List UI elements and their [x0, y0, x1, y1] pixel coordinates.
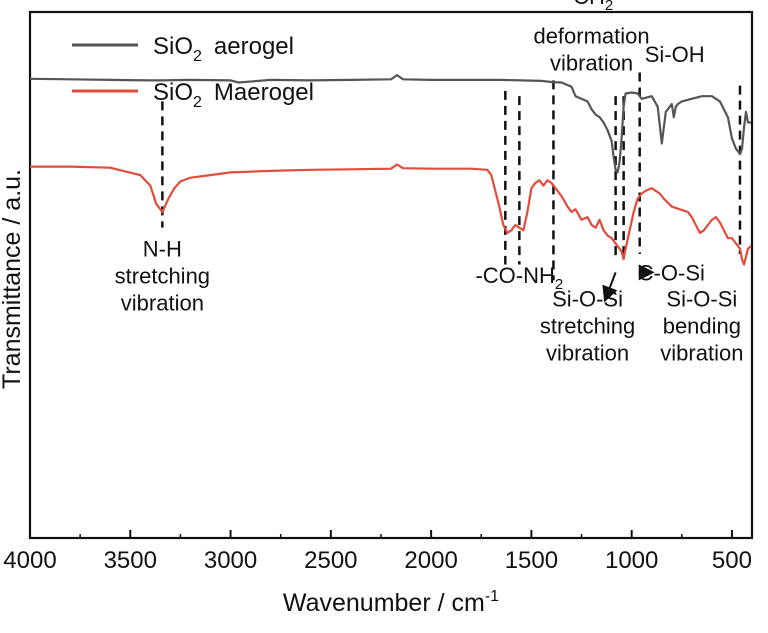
legend-label-main: SiO: [153, 33, 193, 60]
annotation-nh-line: N-H: [143, 237, 182, 262]
x-tick-label: 3500: [104, 547, 157, 574]
annotation-sioSi_str-line: vibration: [546, 341, 629, 366]
plot-frame: [28, 10, 754, 540]
legend-label-rest: Maerogel: [214, 79, 314, 106]
x-tick-label: 500: [712, 547, 752, 574]
x-tick-label: 2500: [304, 547, 357, 574]
dashed-markers: [161, 72, 742, 281]
x-tick-label: 3000: [204, 547, 257, 574]
x-axis-title-sup: -1: [485, 588, 499, 605]
annotation-ch2_b-line: deformation: [533, 24, 649, 49]
annotation-conh2-sub: 2: [555, 276, 563, 293]
y-axis-title: Transmittance / a.u.: [0, 169, 26, 389]
plot-area: [28, 10, 754, 540]
legend-label-sub: 2: [193, 94, 202, 111]
annotation-conh2-text: -CO-NH: [475, 263, 554, 288]
legend-label-1: SiO2 Maerogel: [153, 79, 314, 111]
x-tick-label: 1000: [605, 547, 658, 574]
annotation-conh2: -CO-NH2: [475, 263, 563, 293]
annotation-sioSi_str-line: Si-O-Si: [552, 287, 623, 312]
annotation-nh-line: vibration: [121, 291, 204, 316]
series-lines: [29, 74, 752, 266]
x-axis-title-text: Wavenumber / cm: [283, 589, 485, 617]
legend-label-main: SiO: [153, 79, 193, 106]
annotation-sioSi_bend-line: bending: [663, 314, 741, 339]
annotations: N-Hstretchingvibration-CO-NH2Si-O-Sistre…: [115, 0, 744, 366]
legend-label-0: SiO2 aerogel: [153, 33, 294, 65]
x-tick-label: 1500: [505, 547, 558, 574]
x-tick-label: 4000: [3, 547, 56, 574]
annotation-ch2_b-line: vibration: [550, 51, 633, 76]
annotation-ch2-sub: 2: [605, 0, 613, 14]
annotation-nh-line: stretching: [115, 264, 210, 289]
annotation-arrow-0: [602, 272, 618, 303]
annotation-sioSi_bend-line: vibration: [660, 341, 743, 366]
series-line-1: [30, 163, 752, 266]
legend-label-rest: aerogel: [214, 33, 294, 60]
annotation-ch2-text: -CH: [566, 0, 605, 9]
x-axis-title: Wavenumber / cm-1: [283, 588, 499, 617]
annotation-sioSi_str-line: stretching: [540, 314, 635, 339]
axes: 4000 3500 3000 2500 2000 1500 1000 500 Wavenumbe…: [0, 169, 752, 617]
x-tick-label: 2000: [404, 547, 457, 574]
annotation-sioh: Si-OH: [645, 42, 705, 67]
legend-label-sub: 2: [193, 48, 202, 65]
annotation-ch2: -CH2: [566, 0, 613, 14]
annotation-sioh-text: Si-OH: [645, 42, 705, 67]
series-line-0: [29, 74, 751, 174]
annotation-sioSi_bend-line: Si-O-Si: [666, 287, 737, 312]
